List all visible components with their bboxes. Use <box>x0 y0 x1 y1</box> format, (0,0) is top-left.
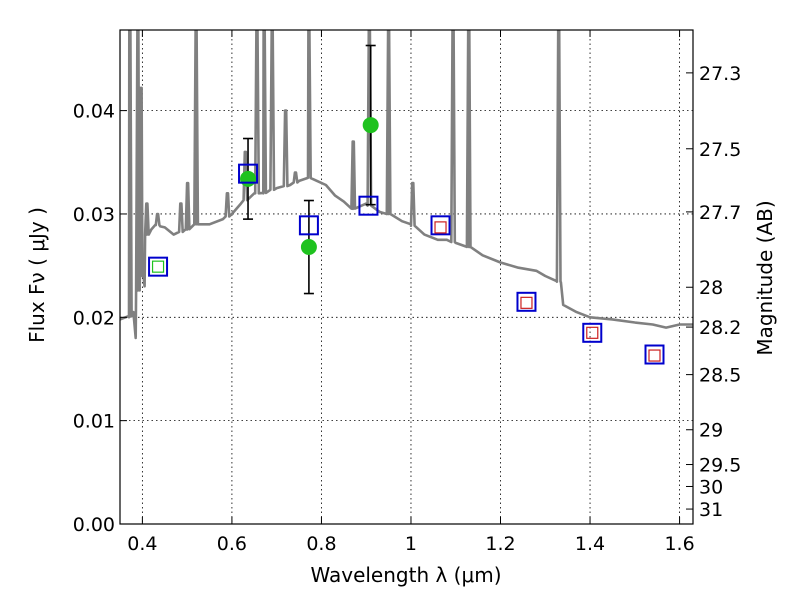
observed-flux-point <box>362 117 379 134</box>
model-flux-square <box>358 195 379 216</box>
observed-flux-point <box>300 239 317 256</box>
magnitude-tick-label: 28.5 <box>699 365 741 387</box>
model-spectrum <box>120 30 693 340</box>
synthetic-flux-square <box>434 221 447 234</box>
model-flux-square <box>430 215 451 236</box>
y-tick-label: 0.02 <box>73 307 115 329</box>
spectrum-line <box>120 30 693 340</box>
magnitude-tick-label: 31 <box>699 499 723 521</box>
x-tick-label: 1.4 <box>575 533 605 555</box>
magnitude-tick-label: 30 <box>699 476 723 498</box>
model-flux-square <box>644 344 665 365</box>
magnitude-tick-label: 29.5 <box>699 455 741 477</box>
y-axis-ticks: 0.00 0.01 0.02 0.03 0.04 <box>73 101 127 536</box>
model-flux-square <box>516 291 537 312</box>
x-tick-label: 1.2 <box>485 533 515 555</box>
x-tick-label: 0.4 <box>127 533 157 555</box>
model-flux-square <box>148 256 169 277</box>
y-axis-label: Flux Fν ( μJy ) <box>25 207 49 343</box>
observed-flux-point <box>240 170 257 187</box>
plot-frame <box>119 29 694 525</box>
x-axis-ticks: 0.4 0.6 0.8 1 1.2 1.4 1.6 <box>127 30 695 555</box>
x-tick-label: 0.8 <box>306 533 336 555</box>
magnitude-axis-label: Magnitude (AB) <box>753 200 777 355</box>
magnitude-tick-label: 27.3 <box>699 63 741 85</box>
synthetic-flux-square <box>520 296 533 309</box>
y-tick-label: 0.03 <box>73 204 115 226</box>
x-tick-label: 1 <box>405 533 417 555</box>
magnitude-tick-label: 27.7 <box>699 202 741 224</box>
y-tick-label: 0.04 <box>73 101 115 123</box>
x-axis-label: Wavelength λ (μm) <box>310 563 501 587</box>
synthetic-flux-square <box>648 349 661 362</box>
model-flux-square <box>238 163 259 184</box>
y-tick-label: 0.01 <box>73 411 115 433</box>
synthetic-flux-square <box>151 260 165 273</box>
model-flux-square <box>298 215 319 236</box>
model-flux-square <box>582 322 603 343</box>
magnitude-tick-label: 28.2 <box>699 317 741 339</box>
x-tick-label: 0.6 <box>217 533 247 555</box>
x-tick-label: 1.6 <box>664 533 694 555</box>
magnitude-tick-label: 27.5 <box>699 139 741 161</box>
magnitude-tick-label: 28 <box>699 277 723 299</box>
y-tick-label: 0.00 <box>73 514 115 536</box>
grid <box>120 30 693 525</box>
synthetic-flux-square <box>586 326 599 339</box>
photometry-points <box>148 44 665 365</box>
magnitude-tick-label: 29 <box>699 420 723 442</box>
